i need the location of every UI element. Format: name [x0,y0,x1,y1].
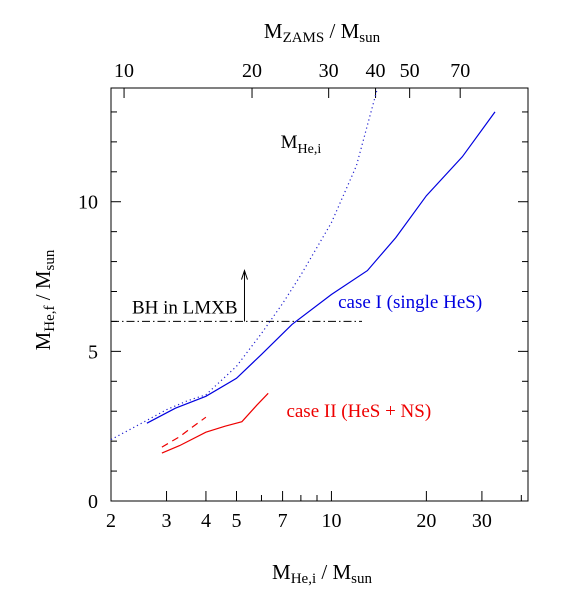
y-tick-label: 0 [88,491,98,513]
x-tick-label: 30 [472,510,492,532]
x-axis-title: MHe,i / Msun [272,560,372,587]
tick-marks [110,88,528,502]
x-tick-label: 5 [232,510,242,532]
top-axis-title: MZAMS / Msun [264,19,381,46]
x-tick-label: 20 [416,510,436,532]
y-tick-label: 5 [88,341,98,363]
x-tick-label: 10 [321,510,341,532]
x-tick-label: 2 [106,510,116,532]
bh-arrow-head [241,268,248,280]
annotations: case I (single HeS) case II (HeS + NS) MHe… [281,132,483,422]
y-axis-title: MHe,f / Msun [31,249,58,350]
top-tick-label: 30 [319,60,339,82]
series-line [161,416,207,448]
annotation-label: case II (HeS + NS) [286,401,431,422]
annotation-label: MHe,i [281,132,322,157]
series-lines [110,87,496,454]
top-tick-label: 50 [400,60,420,82]
top-tick-label: 40 [366,60,386,82]
bh-threshold: BH in LMXB [111,268,363,322]
plot-frame [110,87,529,502]
bh-label: BH in LMXB [132,297,238,318]
top-tick-label: 70 [450,60,470,82]
top-tick-label: 20 [242,60,262,82]
annotation-label: case I (single HeS) [338,292,482,313]
y-tick-label: 10 [78,192,98,214]
top-tick-label: 10 [114,60,134,82]
x-tick-label: 4 [201,510,211,532]
series-line [110,87,379,441]
series-line [161,392,269,454]
x-tick-label: 7 [278,510,288,532]
x-tick-label: 3 [162,510,172,532]
series-line [146,111,496,424]
